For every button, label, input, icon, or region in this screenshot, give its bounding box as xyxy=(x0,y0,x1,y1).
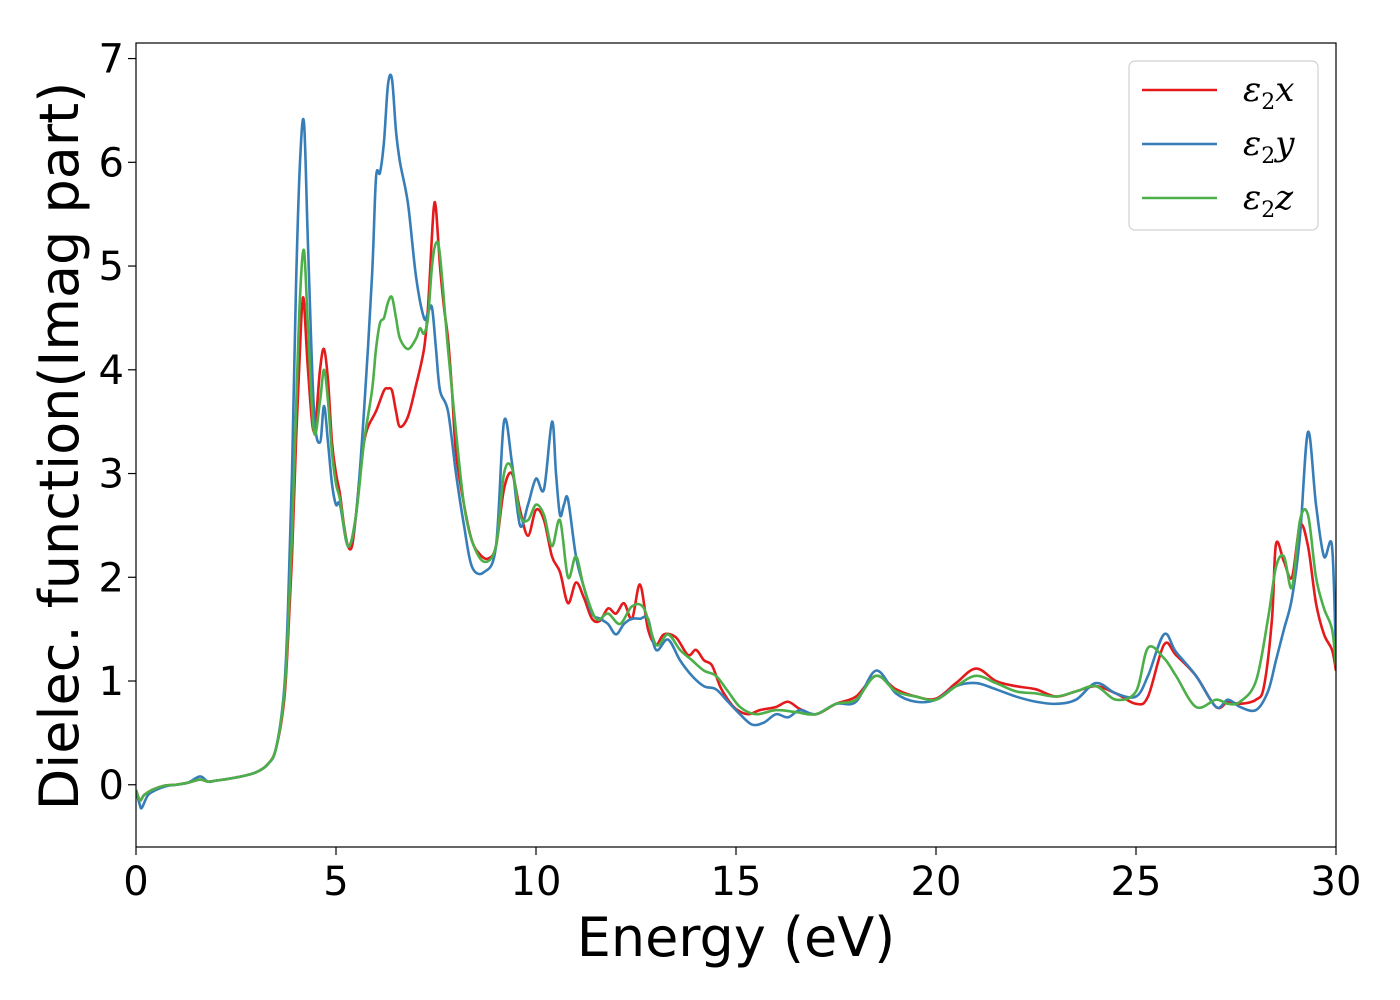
x-axis-label: Energy (eV) xyxy=(577,906,896,969)
y-tick-label: 5 xyxy=(99,244,124,290)
y-axis-label: Dielec. function(Imag part) xyxy=(28,82,91,811)
x-tick-label: 30 xyxy=(1311,859,1362,905)
legend-item-z: ε2z xyxy=(1142,178,1294,223)
legend-item-y: ε2y xyxy=(1142,124,1295,169)
y-tick-label: 4 xyxy=(99,348,124,394)
legend-subscript: 2 xyxy=(1261,198,1275,223)
legend-subscript: 2 xyxy=(1261,144,1275,169)
y-tick-label: 3 xyxy=(99,452,124,498)
legend-item-x: ε2x xyxy=(1142,70,1294,115)
y-tick-label: 2 xyxy=(99,555,124,601)
y-tick-label: 6 xyxy=(99,140,124,186)
legend-subscript: 2 xyxy=(1261,90,1275,115)
legend-label: ε2z xyxy=(1243,178,1294,223)
x-tick-label: 5 xyxy=(323,859,348,905)
series-lines xyxy=(136,73,1336,810)
x-tick-label: 10 xyxy=(511,859,562,905)
series-line-z xyxy=(136,240,1336,802)
legend-label: ε2x xyxy=(1243,70,1294,115)
legend-variable: z xyxy=(1274,178,1294,218)
x-tick-label: 25 xyxy=(1111,859,1162,905)
x-tick-label: 20 xyxy=(911,859,962,905)
legend-label: ε2y xyxy=(1243,124,1295,169)
y-tick-label: 7 xyxy=(99,37,124,83)
y-tick-label: 0 xyxy=(99,763,124,809)
legend-symbol: ε xyxy=(1243,70,1261,110)
y-tick-label: 1 xyxy=(99,659,124,705)
x-axis-ticks: 0 5 10 15 20 25 30 xyxy=(123,847,1361,905)
series-line-y xyxy=(136,73,1336,810)
legend-variable: x xyxy=(1275,70,1294,110)
legend-symbol: ε xyxy=(1243,124,1261,164)
x-tick-label: 15 xyxy=(711,859,762,905)
x-tick-label: 0 xyxy=(123,859,148,905)
legend-symbol: ε xyxy=(1243,178,1261,218)
legend-box xyxy=(1128,60,1319,231)
y-axis-ticks: 0 1 2 3 4 5 6 7 xyxy=(99,37,136,809)
legend-variable: y xyxy=(1273,124,1295,164)
